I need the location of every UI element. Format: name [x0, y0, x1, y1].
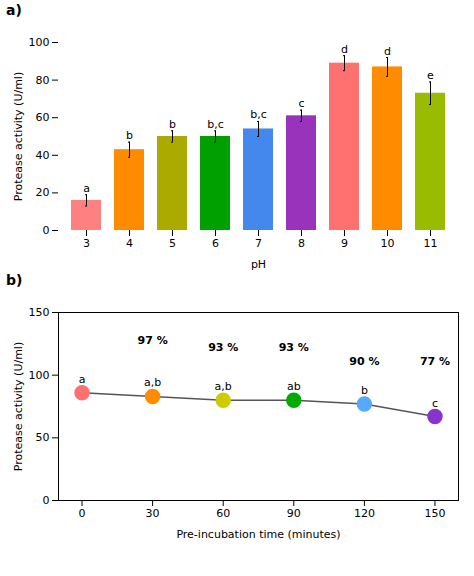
svg-text:Protease activity (U/ml): Protease activity (U/ml)	[12, 72, 25, 201]
svg-text:b,c: b,c	[250, 108, 267, 121]
svg-text:0: 0	[43, 494, 50, 507]
html-text:b): b)	[6, 272, 23, 288]
svg-text:3: 3	[83, 237, 90, 250]
svg-text:0: 0	[43, 224, 50, 237]
svg-text:120: 120	[354, 507, 375, 520]
svg-text:11: 11	[424, 237, 438, 250]
svg-text:Protease activity (U/ml): Protease activity (U/ml)	[12, 342, 25, 471]
svg-text:a,b: a,b	[215, 380, 232, 393]
svg-text:9: 9	[341, 237, 348, 250]
svg-text:e: e	[427, 69, 434, 82]
svg-text:c: c	[298, 97, 304, 110]
svg-text:b: b	[361, 384, 368, 397]
svg-text:Pre-incubation time (minutes): Pre-incubation time (minutes)	[176, 528, 340, 541]
svg-text:4: 4	[126, 237, 133, 250]
svg-text:b: b	[169, 118, 176, 131]
svg-text:7: 7	[255, 237, 262, 250]
svg-text:93 %: 93 %	[208, 341, 238, 354]
html-text:a): a)	[6, 2, 22, 18]
svg-text:a: a	[83, 182, 90, 195]
svg-text:97 %: 97 %	[138, 334, 168, 347]
svg-text:90: 90	[287, 507, 301, 520]
svg-text:93 %: 93 %	[279, 341, 309, 354]
svg-text:80: 80	[36, 74, 50, 87]
svg-text:30: 30	[146, 507, 160, 520]
svg-text:b,c: b,c	[207, 118, 224, 131]
svg-text:c: c	[432, 397, 438, 410]
svg-text:20: 20	[36, 186, 50, 199]
svg-text:d: d	[384, 45, 391, 58]
svg-text:100: 100	[29, 36, 50, 49]
svg-text:60: 60	[216, 507, 230, 520]
svg-text:ab: ab	[287, 380, 301, 393]
svg-text:6: 6	[212, 237, 219, 250]
svg-text:90 %: 90 %	[349, 355, 379, 368]
svg-text:150: 150	[424, 507, 445, 520]
svg-text:d: d	[341, 43, 348, 56]
svg-text:77 %: 77 %	[420, 355, 450, 368]
svg-text:b: b	[126, 129, 133, 142]
svg-text:pH: pH	[251, 258, 266, 271]
svg-text:8: 8	[298, 237, 305, 250]
svg-text:100: 100	[29, 369, 50, 382]
svg-text:40: 40	[36, 149, 50, 162]
svg-text:50: 50	[36, 431, 50, 444]
svg-text:0: 0	[79, 507, 86, 520]
svg-text:60: 60	[36, 111, 50, 124]
svg-text:10: 10	[381, 237, 395, 250]
svg-text:a,b: a,b	[144, 376, 161, 389]
svg-text:a: a	[79, 373, 86, 386]
svg-text:150: 150	[29, 306, 50, 319]
svg-text:5: 5	[169, 237, 176, 250]
